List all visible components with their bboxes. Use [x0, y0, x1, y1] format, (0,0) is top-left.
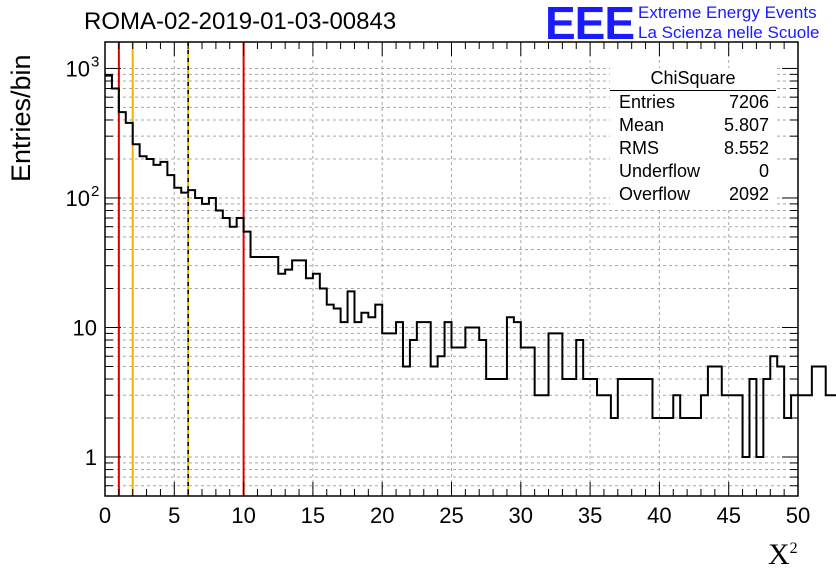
- x-tick-label: 40: [647, 503, 671, 528]
- logo-line-2: La Scienza nelle Scuole: [638, 23, 820, 42]
- x-tick-label: 15: [301, 503, 325, 528]
- stats-title: ChiSquare: [650, 68, 736, 88]
- y-tick-label: 10: [66, 56, 90, 81]
- stats-divider: [610, 90, 776, 91]
- stats-key: Overflow: [619, 184, 691, 204]
- x-tick-label: 10: [231, 503, 255, 528]
- y-tick-label-sup: 2: [91, 183, 99, 200]
- stats-value: 0: [758, 161, 769, 181]
- stats-key: Underflow: [619, 161, 701, 181]
- axis-ticks: [104, 42, 799, 496]
- y-tick-label: 1: [85, 445, 97, 470]
- x-axis-label-sup: 2: [789, 540, 798, 557]
- stats-value: 5.807: [723, 115, 769, 135]
- stats-key: RMS: [619, 138, 659, 158]
- stats-value: 8.552: [723, 138, 769, 158]
- chart-title: ROMA-02-2019-01-03-00843: [84, 8, 397, 35]
- logo-line-1: Extreme Energy Events: [638, 3, 817, 22]
- x-tick-label: 5: [168, 503, 180, 528]
- x-tick-label: 20: [370, 503, 394, 528]
- x-axis-label-base: X: [768, 538, 790, 571]
- x-tick-label: 25: [439, 503, 463, 528]
- y-tick-label-sup: 3: [91, 53, 99, 70]
- cut-lines: [117, 42, 245, 496]
- stats-key: Entries: [619, 92, 676, 112]
- y-tick-label: 10: [73, 315, 97, 340]
- stats-box: ChiSquare Entries 7206 Mean 5.807 RMS 8.…: [610, 68, 776, 208]
- stats-value: 2092: [728, 184, 769, 204]
- x-tick-label: 30: [509, 503, 533, 528]
- x-axis-label: X2: [768, 538, 798, 572]
- x-tick-label: 50: [786, 503, 810, 528]
- eee-logo: EEE: [545, 0, 635, 49]
- y-tick-label: 10: [66, 186, 90, 211]
- x-tick-label: 0: [99, 503, 111, 528]
- y-axis-label: Entries/bin: [6, 54, 36, 182]
- x-tick-label: 45: [716, 503, 740, 528]
- x-tick-labels: 0 5 10 15 20 25 30 35 40 45 50: [99, 503, 810, 528]
- stats-value: 7206: [728, 92, 769, 112]
- x-tick-label: 35: [578, 503, 602, 528]
- stats-key: Mean: [619, 115, 665, 135]
- histogram-series: [105, 74, 836, 459]
